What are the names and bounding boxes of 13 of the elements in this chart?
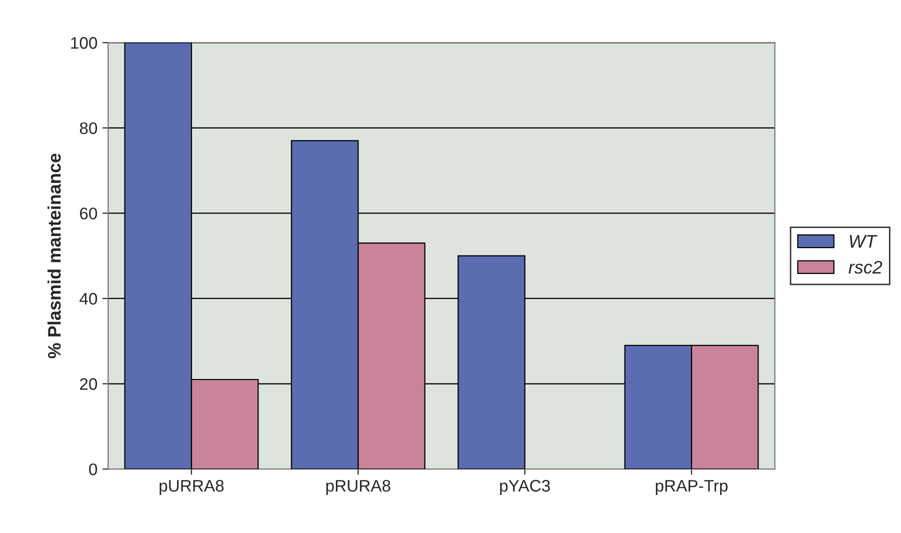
x-tick-label: pRURA8	[326, 480, 390, 495]
legend-label: rsc2	[848, 260, 882, 274]
y-tick-label: 80	[80, 122, 98, 134]
y-tick-label: 60	[80, 208, 98, 220]
x-tick-label: pRAP-Trp	[656, 480, 728, 495]
y-tick-label: 100	[71, 37, 98, 49]
x-tick-label: pURRA8	[160, 480, 224, 495]
legend-label: WT	[850, 235, 878, 248]
y-axis-title: % Plasmid manteinance	[48, 154, 61, 358]
y-tick-label: 20	[80, 378, 98, 390]
y-tick-label: 0	[89, 463, 98, 476]
x-tick-label: pYAC3	[500, 480, 550, 495]
y-tick-label: 40	[80, 292, 98, 305]
